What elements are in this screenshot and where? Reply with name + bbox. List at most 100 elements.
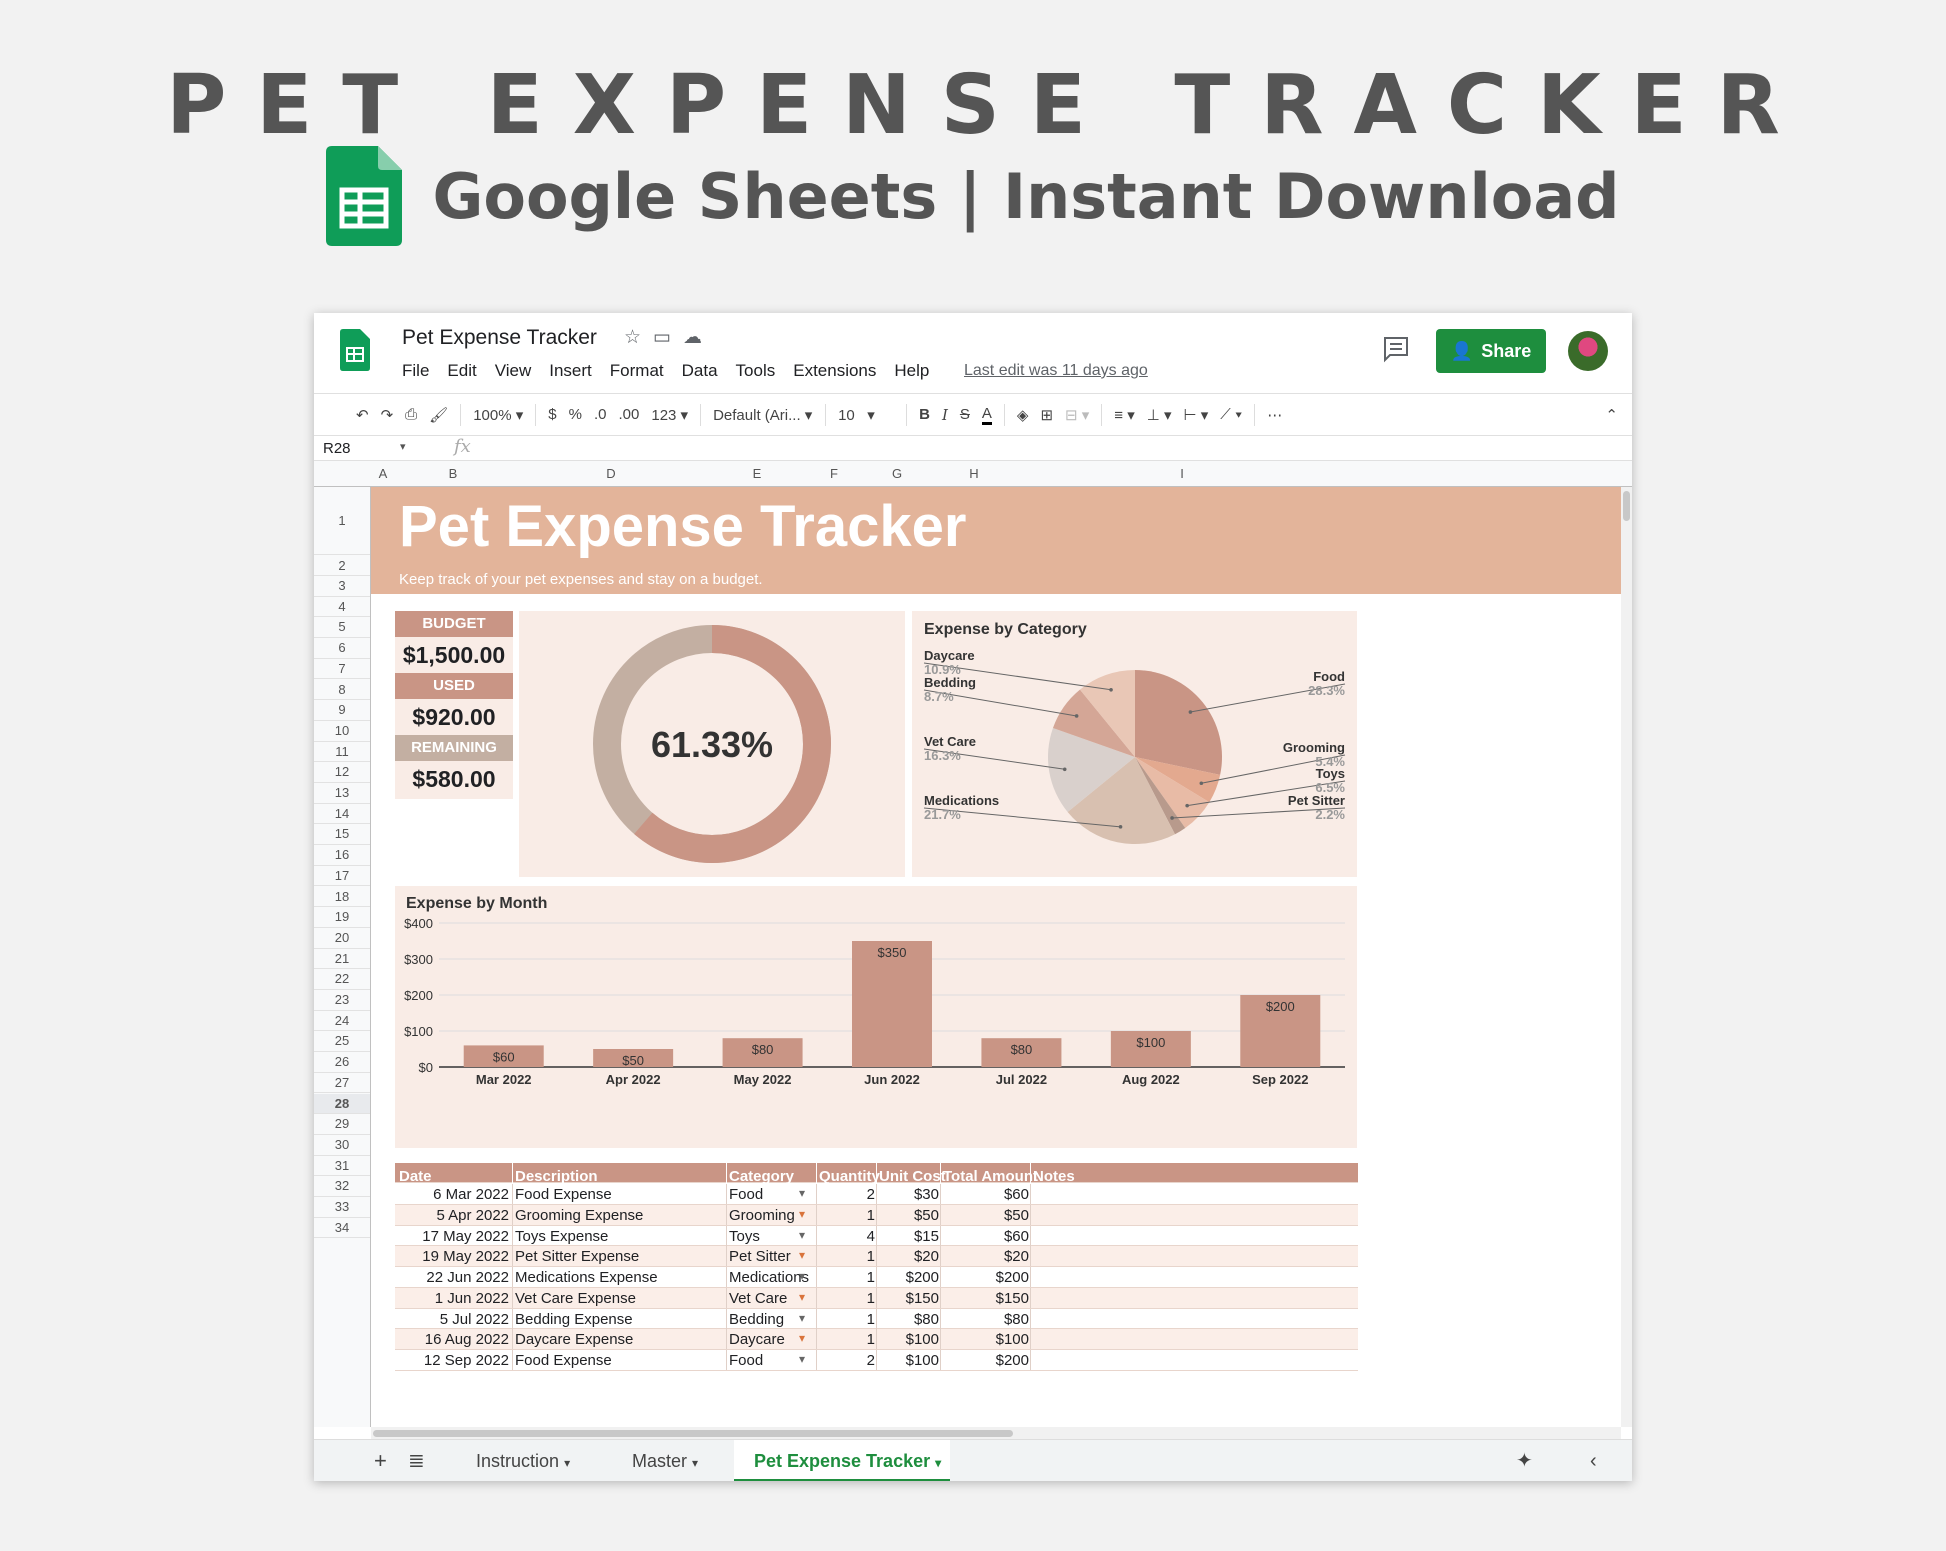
currency-format-button[interactable]: $ — [548, 406, 557, 423]
category-cell[interactable]: Bedding — [729, 1310, 785, 1328]
description-cell[interactable]: Medications Expense — [515, 1269, 658, 1286]
explore-icon[interactable]: ✦ — [1516, 1450, 1533, 1472]
quantity-cell[interactable]: 2 — [866, 1352, 875, 1369]
table-header-cell[interactable]: Total Amount — [943, 1168, 1038, 1185]
text-wrap-icon[interactable]: ⊢ ▾ — [1183, 406, 1209, 424]
row-header[interactable]: 6 — [314, 638, 370, 659]
row-header[interactable]: 8 — [314, 680, 370, 701]
last-edit-link[interactable]: Last edit was 11 days ago — [964, 362, 1148, 379]
category-dropdown-icon[interactable]: ▾ — [799, 1310, 806, 1325]
column-header[interactable]: A — [378, 466, 388, 481]
quantity-cell[interactable]: 1 — [866, 1269, 875, 1286]
horizontal-scrollbar[interactable] — [371, 1427, 1621, 1439]
category-cell[interactable]: Toys — [729, 1227, 760, 1245]
more-options-icon[interactable]: ⋯ — [1267, 406, 1283, 424]
horizontal-align-icon[interactable]: ≡ ▾ — [1114, 406, 1135, 424]
comment-history-icon[interactable] — [1382, 335, 1410, 363]
unit-cost-cell[interactable]: $150 — [905, 1289, 939, 1307]
collapse-sidebar-icon[interactable]: ‹ — [1590, 1450, 1597, 1472]
unit-cost-cell[interactable]: $50 — [913, 1206, 939, 1224]
category-pie-card[interactable]: Expense by Category Food 28.3% Grooming 5.4%… — [912, 611, 1357, 877]
font-size-select[interactable]: 10 ▾ — [838, 406, 875, 424]
column-header[interactable]: E — [752, 466, 762, 481]
redo-icon[interactable]: ↷ — [380, 406, 394, 424]
quantity-cell[interactable]: 4 — [866, 1227, 875, 1245]
menu-insert[interactable]: Insert — [549, 361, 592, 380]
zoom-select[interactable]: 100% ▾ — [473, 406, 524, 424]
collapse-menus-icon[interactable]: ⌃ — [1605, 406, 1618, 424]
column-header[interactable]: G — [891, 466, 903, 481]
move-folder-icon[interactable]: ▭ — [653, 327, 671, 348]
paint-format-icon[interactable]: 🖌 — [429, 406, 449, 424]
menu-extensions[interactable]: Extensions — [793, 361, 877, 380]
description-cell[interactable]: Bedding Expense — [515, 1310, 633, 1328]
row-header[interactable]: 34 — [314, 1218, 370, 1239]
description-cell[interactable]: Grooming Expense — [515, 1206, 644, 1224]
table-header-cell[interactable]: Quantity — [819, 1168, 880, 1185]
unit-cost-cell[interactable]: $80 — [913, 1310, 939, 1328]
unit-cost-cell[interactable]: $15 — [913, 1227, 939, 1245]
quantity-cell[interactable]: 2 — [866, 1186, 875, 1203]
merge-cells-icon[interactable]: ⊟ ▾ — [1065, 406, 1090, 424]
row-header[interactable]: 16 — [314, 845, 370, 866]
text-color-icon[interactable]: A — [981, 405, 992, 425]
percent-format-button[interactable]: % — [568, 406, 582, 423]
row-header[interactable]: 28 — [314, 1093, 370, 1115]
category-dropdown-icon[interactable]: ▾ — [799, 1206, 806, 1221]
total-amount-cell[interactable]: $100 — [995, 1331, 1029, 1349]
all-sheets-icon[interactable]: ≣ — [408, 1450, 425, 1472]
row-header[interactable]: 14 — [314, 804, 370, 825]
menu-file[interactable]: File — [402, 361, 430, 380]
column-header[interactable]: D — [606, 466, 616, 481]
category-cell[interactable]: Grooming — [729, 1206, 795, 1224]
date-cell[interactable]: 5 Apr 2022 — [436, 1206, 509, 1224]
table-header-cell[interactable]: Date — [399, 1168, 432, 1185]
row-header[interactable]: 33 — [314, 1197, 370, 1218]
bold-icon[interactable]: B — [919, 406, 930, 423]
decrease-decimal-button[interactable]: .0 — [593, 406, 607, 423]
table-header-cell[interactable]: Notes — [1033, 1168, 1075, 1185]
row-header[interactable]: 10 — [314, 721, 370, 742]
increase-decimal-button[interactable]: .00 — [618, 406, 640, 423]
row-header[interactable]: 31 — [314, 1156, 370, 1177]
number-format-select[interactable]: 123 ▾ — [651, 406, 689, 424]
unit-cost-cell[interactable]: $30 — [913, 1186, 939, 1203]
date-cell[interactable]: 19 May 2022 — [422, 1248, 509, 1266]
borders-icon[interactable]: ⊞ — [1040, 406, 1054, 424]
table-header-cell[interactable]: Unit Cost — [879, 1168, 946, 1185]
category-cell[interactable]: Medications — [729, 1269, 810, 1286]
star-icon[interactable]: ☆ — [624, 327, 642, 348]
date-cell[interactable]: 22 Jun 2022 — [426, 1269, 509, 1286]
row-header[interactable]: 24 — [314, 1011, 370, 1032]
total-amount-cell[interactable]: $50 — [1003, 1206, 1029, 1224]
avatar[interactable] — [1568, 331, 1608, 371]
row-header[interactable]: 26 — [314, 1052, 370, 1073]
category-dropdown-icon[interactable]: ▾ — [799, 1227, 806, 1242]
row-header[interactable]: 20 — [314, 928, 370, 949]
column-header[interactable]: H — [969, 466, 979, 481]
date-cell[interactable]: 17 May 2022 — [422, 1227, 509, 1245]
total-amount-cell[interactable]: $60 — [1003, 1227, 1029, 1245]
menu-data[interactable]: Data — [681, 361, 718, 380]
total-amount-cell[interactable]: $150 — [995, 1289, 1029, 1307]
description-cell[interactable]: Toys Expense — [515, 1227, 609, 1245]
total-amount-cell[interactable]: $60 — [1003, 1186, 1029, 1203]
share-button[interactable]: 👤 Share — [1436, 329, 1546, 373]
vertical-scrollbar[interactable] — [1621, 487, 1632, 1427]
row-header[interactable]: 5 — [314, 617, 370, 639]
row-header[interactable]: 12 — [314, 762, 370, 783]
menu-help[interactable]: Help — [894, 361, 930, 380]
total-amount-cell[interactable]: $20 — [1003, 1248, 1029, 1266]
row-header[interactable]: 1 — [314, 487, 370, 555]
category-dropdown-icon[interactable]: ▾ — [799, 1186, 806, 1200]
horizontal-scroll-thumb[interactable] — [373, 1430, 1013, 1437]
category-cell[interactable]: Pet Sitter — [729, 1248, 791, 1266]
row-header[interactable]: 21 — [314, 949, 370, 970]
monthly-bar-card[interactable]: Expense by Month $0 $100 $200 $300 $400 $60 Mar… — [395, 886, 1357, 1148]
category-cell[interactable]: Vet Care — [729, 1289, 788, 1307]
formula-input[interactable] — [476, 438, 1616, 458]
description-cell[interactable]: Food Expense — [515, 1352, 612, 1369]
table-header-cell[interactable]: Category — [729, 1168, 795, 1185]
category-dropdown-icon[interactable]: ▾ — [799, 1248, 806, 1263]
description-cell[interactable]: Vet Care Expense — [515, 1289, 636, 1307]
